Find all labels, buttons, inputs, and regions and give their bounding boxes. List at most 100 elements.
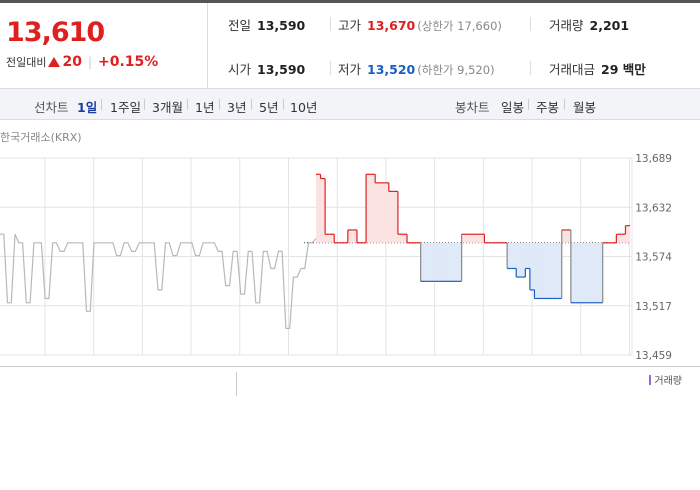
y-tick-label: 13,632 [635, 202, 672, 214]
tab-1week[interactable]: 1주일 [110, 100, 141, 115]
area-fill [475, 234, 481, 243]
area-fill [352, 229, 358, 243]
area-fill [316, 174, 321, 243]
area-fill [529, 242, 535, 290]
change-divider: | [87, 55, 93, 69]
area-fill [397, 234, 403, 243]
tab-5year[interactable]: 5년 [259, 100, 279, 115]
stat-value: 2,201 [589, 18, 630, 33]
tab-weekly[interactable]: 주봉 [536, 100, 560, 115]
tab-divider [101, 99, 102, 110]
area-fill [388, 191, 394, 243]
volume-legend: 거래량 [649, 372, 682, 387]
y-tick-label: 13,689 [635, 153, 672, 165]
area-fill [620, 234, 626, 243]
area-fill [552, 242, 558, 299]
area-fill [438, 242, 444, 282]
area-fill [370, 174, 376, 243]
area-fill [366, 174, 371, 243]
line-chart-label: 선차트 [34, 100, 69, 115]
area-fill [511, 242, 517, 269]
area-fill [589, 242, 594, 303]
stat-high: 고가 13,670 (상한가 17,660) [338, 15, 502, 34]
area-fill [548, 242, 553, 299]
quote-panel: 13,610 전일대비 20 | +0.15% 전일 13,590 고가 13,670 (상… [0, 3, 700, 89]
area-fill [329, 234, 335, 243]
stat-turnover: 거래대금 29 백만 [549, 59, 646, 78]
area-fill [570, 242, 576, 303]
stat-divider [530, 17, 531, 31]
stat-label: 거래대금 [549, 62, 596, 77]
area-fill [447, 242, 453, 282]
stat-label: 거래량 [549, 18, 584, 33]
area-fill [461, 234, 467, 243]
tab-daily[interactable]: 일봉 [501, 100, 525, 115]
area-fill [557, 242, 563, 299]
stat-label: 시가 [228, 62, 252, 77]
area-fill [575, 242, 581, 303]
stat-open: 시가 13,590 [228, 59, 305, 78]
price-chart: 한국거래소(KRX) 13,689 13,632 13,574 13,517 13,45… [0, 120, 700, 366]
top-border [0, 0, 700, 3]
area-fill [320, 178, 326, 243]
candle-chart-label: 봉차트 [455, 100, 490, 115]
area-fill [466, 234, 472, 243]
area-fill [598, 242, 603, 303]
change-percent: +0.15% [98, 54, 159, 70]
area-fill [379, 182, 385, 243]
area-fill [452, 242, 458, 282]
area-fill [347, 229, 353, 243]
y-tick-labels: 13,689 13,632 13,574 13,517 13,459 [635, 153, 672, 362]
chart-svg: 한국거래소(KRX) 13,689 13,632 13,574 13,517 13,45… [0, 131, 672, 362]
y-tick-label: 13,459 [635, 350, 672, 362]
up-triangle-icon [48, 57, 61, 67]
stat-divider [330, 61, 331, 75]
tab-10year[interactable]: 10년 [290, 100, 318, 115]
tab-3month[interactable]: 3개월 [152, 100, 183, 115]
volume-legend-label: 거래량 [654, 376, 682, 387]
tab-divider [251, 99, 252, 110]
area-fill [470, 234, 476, 243]
tab-divider [528, 99, 529, 110]
y-tick-label: 13,517 [635, 301, 672, 313]
area-fill [457, 242, 462, 282]
series-lines [0, 173, 630, 329]
stat-value: 13,590 [257, 62, 306, 77]
tab-divider [564, 99, 565, 110]
area-fill [525, 242, 531, 269]
area-fill [593, 242, 599, 303]
stat-value: 29 백만 [601, 62, 646, 77]
tab-1year[interactable]: 1년 [195, 100, 215, 115]
stat-divider [330, 17, 331, 31]
tab-divider [187, 99, 188, 110]
area-fill [520, 242, 526, 278]
area-fill [616, 234, 622, 243]
stat-label: 전일 [228, 18, 252, 33]
tab-divider [283, 99, 284, 110]
stat-value: 13,670 [367, 18, 416, 33]
stat-sub: (상한가 17,660) [417, 19, 502, 33]
area-fill [375, 182, 381, 243]
tab-1day[interactable]: 1일 [77, 100, 98, 115]
stat-value: 13,590 [257, 18, 306, 33]
current-price: 13,610 [6, 17, 105, 48]
tab-divider [219, 99, 220, 110]
prev-day-line [0, 233, 317, 329]
y-tick-label: 13,574 [635, 252, 672, 264]
area-fill [516, 242, 522, 278]
chart-bottom-border [0, 366, 700, 367]
change-value: 20 [62, 54, 82, 70]
tab-divider [144, 99, 145, 110]
area-fill [420, 242, 426, 282]
tab-monthly[interactable]: 월봉 [573, 100, 597, 115]
stat-volume: 거래량 2,201 [549, 15, 629, 34]
area-fill [543, 242, 549, 299]
change-label: 전일대비 [6, 56, 47, 69]
stat-low: 저가 13,520 (하한가 9,520) [338, 59, 495, 78]
tab-3year[interactable]: 3년 [227, 100, 247, 115]
area-fill [443, 242, 449, 282]
area-fill [384, 182, 390, 243]
source-label: 한국거래소(KRX) [0, 131, 82, 144]
area-fills [316, 174, 631, 303]
area-fill [434, 242, 440, 282]
